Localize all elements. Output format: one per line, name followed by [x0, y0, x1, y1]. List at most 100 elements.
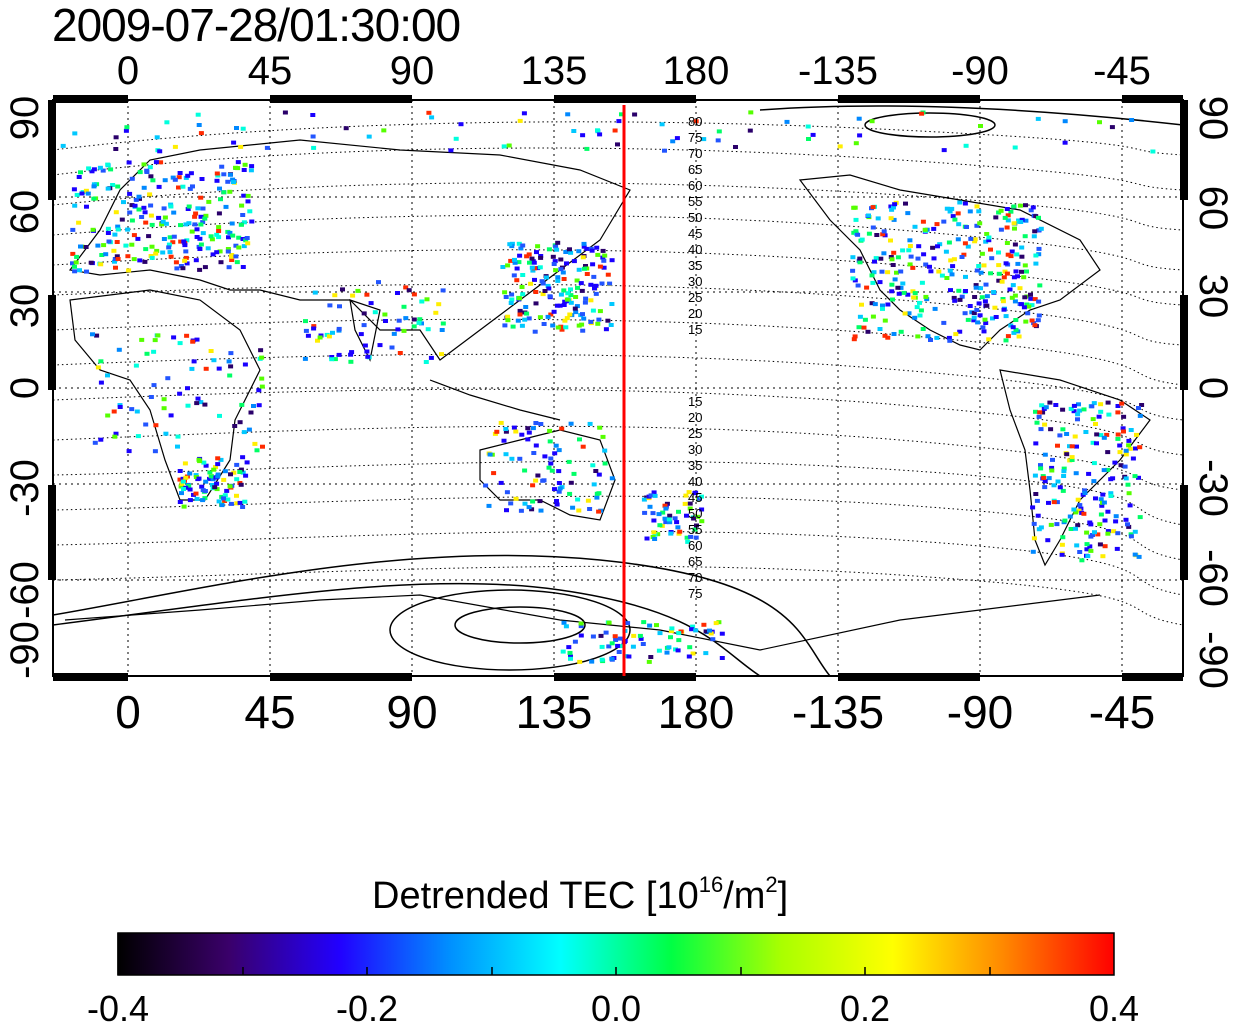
- tec-point: [906, 311, 912, 316]
- tec-point: [565, 112, 571, 117]
- tec-point: [1059, 542, 1065, 547]
- tec-point: [207, 470, 213, 475]
- tec-point: [505, 263, 511, 268]
- tec-point: [1024, 269, 1029, 274]
- tec-point: [177, 171, 183, 175]
- tec-point: [135, 236, 141, 241]
- tec-point: [675, 648, 681, 653]
- tec-point: [568, 480, 574, 485]
- tec-point: [1021, 305, 1027, 310]
- tec-point: [1032, 473, 1038, 478]
- tec-point: [143, 247, 149, 252]
- tec-point: [348, 359, 354, 364]
- tec-point: [248, 168, 254, 173]
- tec-point: [377, 343, 383, 348]
- tec-point: [1042, 479, 1048, 484]
- tec-point: [889, 282, 895, 287]
- tec-point: [946, 240, 952, 245]
- tec-point: [70, 251, 76, 256]
- tec-point: [568, 250, 574, 255]
- tec-point: [1034, 420, 1040, 425]
- tec-point: [1010, 325, 1016, 330]
- tec-point: [90, 227, 96, 232]
- tec-point: [888, 255, 894, 259]
- tec-point: [1099, 503, 1105, 508]
- tec-point: [1115, 410, 1121, 415]
- tec-point: [507, 242, 513, 247]
- tec-point: [364, 349, 370, 354]
- tec-point: [505, 314, 511, 319]
- tec-point: [175, 444, 180, 449]
- tec-point: [221, 477, 227, 482]
- tec-point: [910, 265, 916, 270]
- tec-point: [1030, 505, 1036, 510]
- tec-point: [806, 137, 811, 141]
- tec-point: [259, 376, 265, 381]
- tec-point: [99, 253, 105, 257]
- tec-point: [1123, 452, 1129, 457]
- tec-point: [419, 299, 425, 304]
- tec-point: [439, 352, 444, 357]
- tec-point: [529, 265, 535, 270]
- tec-point: [676, 638, 682, 643]
- tec-point: [453, 136, 459, 141]
- tec-point: [1091, 461, 1097, 466]
- tec-point: [1132, 529, 1138, 534]
- tec-point: [131, 233, 137, 238]
- tec-point: [957, 200, 963, 205]
- tec-point: [113, 147, 119, 151]
- tec-point: [1042, 485, 1048, 490]
- tec-point: [944, 276, 950, 280]
- tec-point: [126, 449, 132, 454]
- tec-point: [999, 279, 1005, 284]
- tec-point: [1017, 203, 1023, 208]
- tec-point: [1014, 252, 1020, 257]
- tec-point: [154, 248, 160, 253]
- tec-point: [547, 439, 553, 444]
- tec-point: [903, 201, 908, 206]
- tec-point: [403, 285, 409, 290]
- tec-point: [217, 249, 223, 254]
- tec-point: [981, 263, 987, 268]
- tec-point: [907, 244, 913, 248]
- tec-point: [908, 254, 914, 259]
- tec-point: [555, 275, 561, 280]
- tec-point: [648, 655, 654, 659]
- tec-point: [881, 251, 887, 256]
- tec-point: [193, 258, 199, 263]
- tec-point: [187, 487, 193, 492]
- tec-point: [891, 332, 897, 336]
- contour-label: 65: [688, 554, 702, 569]
- tec-point: [238, 144, 244, 149]
- tec-point: [672, 516, 678, 521]
- tec-point: [581, 266, 587, 271]
- tec-point: [585, 498, 591, 503]
- tec-point: [228, 351, 234, 356]
- tec-point: [1035, 318, 1041, 323]
- tec-point: [192, 214, 198, 219]
- tec-point: [905, 211, 911, 216]
- tec-point: [440, 288, 446, 293]
- tec-point: [856, 325, 862, 330]
- tec-point: [439, 328, 445, 332]
- tec-point: [655, 532, 661, 537]
- tec-point: [596, 509, 602, 514]
- magnetic-contours: [52, 121, 1184, 626]
- tec-point: [131, 257, 137, 262]
- tec-point: [988, 271, 994, 276]
- tec-point: [684, 513, 689, 518]
- tec-point: [1016, 334, 1022, 339]
- tec-point: [213, 465, 218, 470]
- tec-point: [880, 306, 885, 311]
- tec-point: [125, 227, 131, 232]
- tec-point: [1077, 503, 1083, 508]
- tec-point: [1011, 221, 1017, 226]
- tec-point: [1084, 542, 1090, 547]
- tec-point: [716, 620, 722, 625]
- tec-point: [1046, 500, 1051, 505]
- tec-point: [1051, 500, 1057, 505]
- tec-point: [240, 505, 246, 509]
- tec-point: [1012, 226, 1017, 231]
- tec-point: [1028, 208, 1034, 213]
- tec-point: [194, 337, 200, 342]
